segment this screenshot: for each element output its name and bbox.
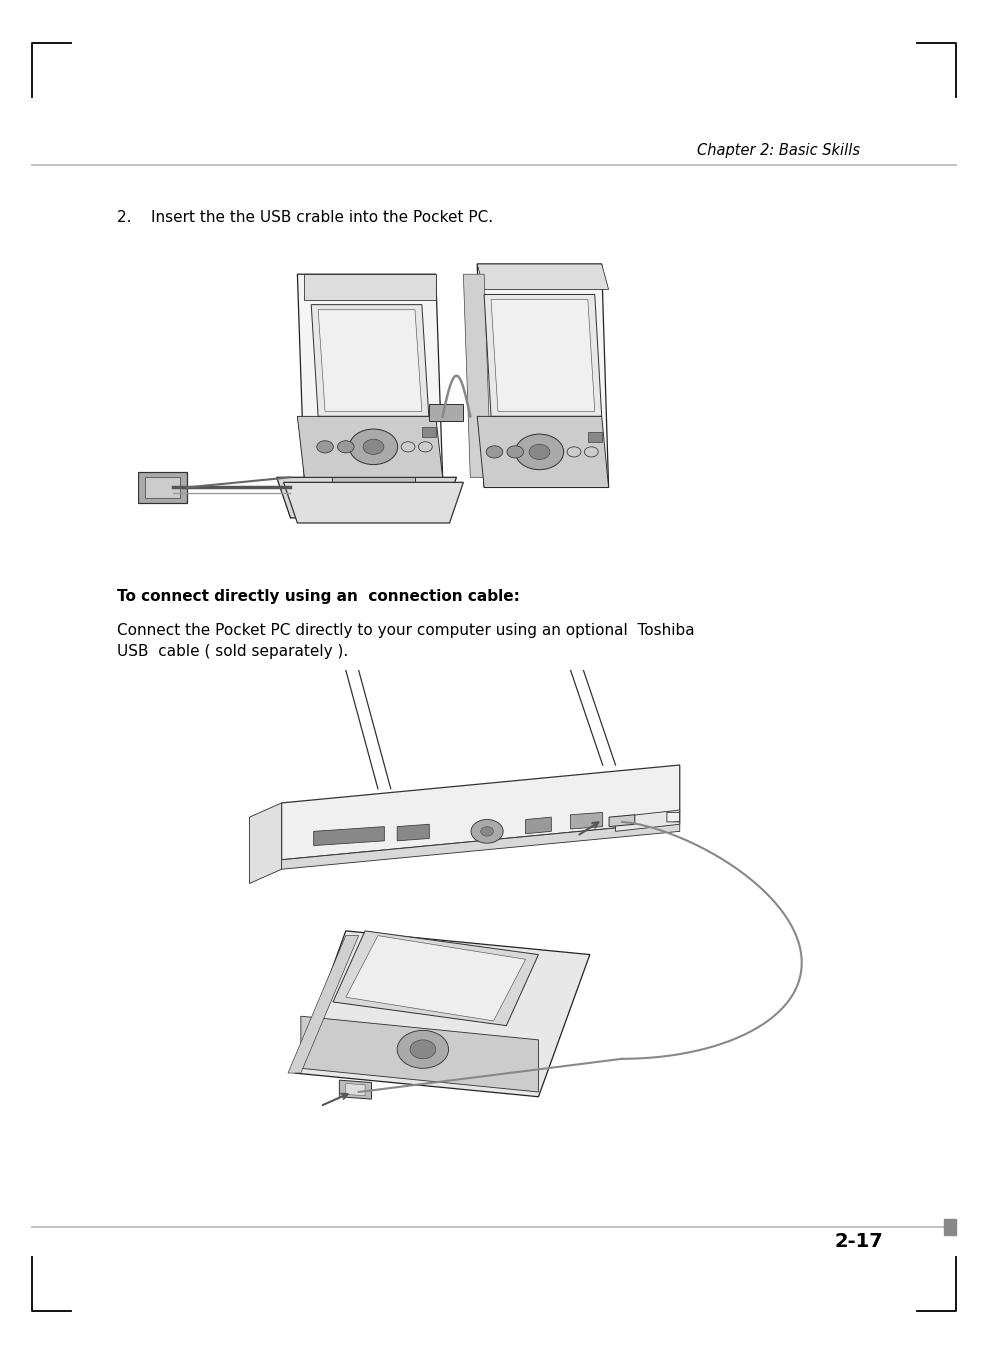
Circle shape [486, 445, 503, 458]
Polygon shape [397, 825, 429, 841]
Polygon shape [297, 417, 443, 478]
Circle shape [338, 441, 354, 452]
Text: 2.    Insert the the USB crable into the Pocket PC.: 2. Insert the the USB crable into the Po… [117, 210, 493, 225]
Text: 2-17: 2-17 [835, 1232, 883, 1251]
Circle shape [397, 1030, 449, 1068]
Bar [422, 427, 436, 436]
Polygon shape [491, 299, 595, 412]
Circle shape [530, 444, 549, 459]
Circle shape [363, 439, 383, 455]
Polygon shape [346, 936, 526, 1021]
Polygon shape [304, 275, 436, 299]
Polygon shape [477, 264, 609, 290]
Polygon shape [297, 275, 443, 478]
Polygon shape [249, 803, 282, 883]
Polygon shape [318, 310, 422, 412]
Polygon shape [484, 295, 602, 417]
Text: Chapter 2: Basic Skills: Chapter 2: Basic Skills [697, 144, 860, 158]
Circle shape [317, 441, 333, 452]
Bar [588, 432, 602, 441]
Polygon shape [463, 275, 491, 478]
Text: Connect the Pocket PC directly to your computer using an optional  Toshiba
USB  : Connect the Pocket PC directly to your c… [117, 623, 695, 659]
Polygon shape [300, 1016, 538, 1091]
Polygon shape [477, 264, 609, 487]
Polygon shape [314, 826, 384, 845]
Text: To connect directly using an  connection cable:: To connect directly using an connection … [117, 589, 520, 604]
Polygon shape [284, 482, 463, 523]
Circle shape [410, 1040, 436, 1059]
Bar [429, 403, 463, 421]
Polygon shape [616, 810, 680, 831]
Circle shape [471, 819, 503, 844]
Polygon shape [346, 1083, 365, 1095]
Polygon shape [340, 1080, 371, 1099]
Polygon shape [570, 812, 603, 829]
Bar [944, 1219, 956, 1235]
Polygon shape [311, 305, 429, 417]
Bar [145, 478, 180, 497]
Polygon shape [333, 932, 538, 1026]
Circle shape [350, 429, 397, 464]
Polygon shape [294, 932, 590, 1097]
Bar [332, 473, 415, 493]
Polygon shape [288, 936, 359, 1072]
Polygon shape [477, 417, 609, 487]
Polygon shape [282, 765, 680, 860]
Polygon shape [282, 822, 680, 869]
Circle shape [507, 445, 524, 458]
Polygon shape [609, 815, 634, 826]
Polygon shape [526, 816, 551, 834]
Polygon shape [277, 478, 456, 519]
Circle shape [516, 435, 563, 470]
Circle shape [480, 826, 494, 835]
Bar [138, 473, 187, 502]
